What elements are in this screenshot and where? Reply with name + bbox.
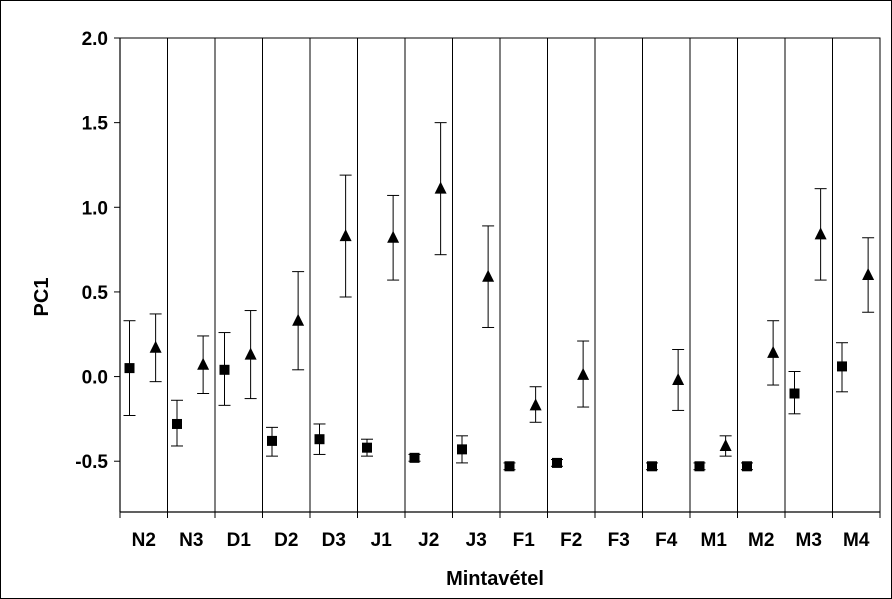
- x-tick-label: M3: [796, 530, 822, 551]
- square-marker: [409, 452, 420, 463]
- square-marker: [314, 434, 325, 445]
- x-tick-label: F2: [560, 530, 582, 551]
- triangle-marker: [434, 181, 447, 194]
- triangle-marker: [529, 398, 542, 411]
- triangle-marker: [577, 367, 590, 380]
- x-tick-label: M2: [748, 530, 774, 551]
- triangle-marker: [339, 229, 352, 242]
- square-marker: [504, 461, 515, 472]
- y-tick-label: 0.0: [82, 368, 108, 389]
- triangle-marker: [292, 313, 305, 326]
- square-marker: [647, 461, 657, 472]
- y-tick-label: -0.5: [75, 452, 108, 473]
- x-tick-label: M4: [843, 530, 870, 551]
- square-marker: [267, 435, 277, 446]
- x-tick-label: D1: [227, 530, 252, 551]
- x-tick-label: D3: [322, 530, 346, 551]
- square-marker: [552, 457, 562, 468]
- square-marker: [837, 361, 847, 372]
- triangle-marker: [862, 268, 875, 280]
- square-marker: [172, 418, 182, 429]
- square-marker: [742, 461, 752, 472]
- y-axis-title: PC1: [31, 278, 53, 317]
- y-tick-label: 0.5: [82, 283, 109, 304]
- x-tick-label: F1: [513, 530, 536, 551]
- x-tick-label: D2: [274, 530, 298, 551]
- x-tick-label: F3: [608, 530, 630, 551]
- triangle-marker: [672, 372, 685, 385]
- x-tick-label: J1: [371, 530, 393, 551]
- triangle-marker: [719, 438, 732, 451]
- x-tick-label: M1: [701, 530, 728, 551]
- square-marker: [694, 461, 705, 472]
- triangle-marker: [814, 227, 827, 240]
- x-tick-label: F4: [655, 530, 678, 551]
- x-tick-label: N3: [179, 530, 203, 551]
- x-tick-label: J3: [466, 530, 487, 551]
- x-tick-label: J2: [418, 530, 439, 551]
- square-marker: [124, 363, 135, 374]
- triangle-marker: [244, 347, 257, 360]
- square-marker: [789, 388, 800, 399]
- triangle-marker: [387, 230, 400, 243]
- x-tick-label: N2: [132, 530, 156, 551]
- square-marker: [362, 442, 372, 453]
- y-tick-label: 1.5: [82, 114, 109, 135]
- triangle-marker: [482, 269, 495, 282]
- y-tick-label: 2.0: [82, 29, 108, 50]
- square-marker: [219, 364, 230, 375]
- y-tick-label: 1.0: [82, 198, 108, 219]
- square-marker: [457, 444, 467, 455]
- triangle-marker: [149, 340, 162, 353]
- triangle-marker: [197, 357, 210, 370]
- x-axis-title: Mintavétel: [446, 568, 544, 590]
- triangle-marker: [767, 345, 780, 358]
